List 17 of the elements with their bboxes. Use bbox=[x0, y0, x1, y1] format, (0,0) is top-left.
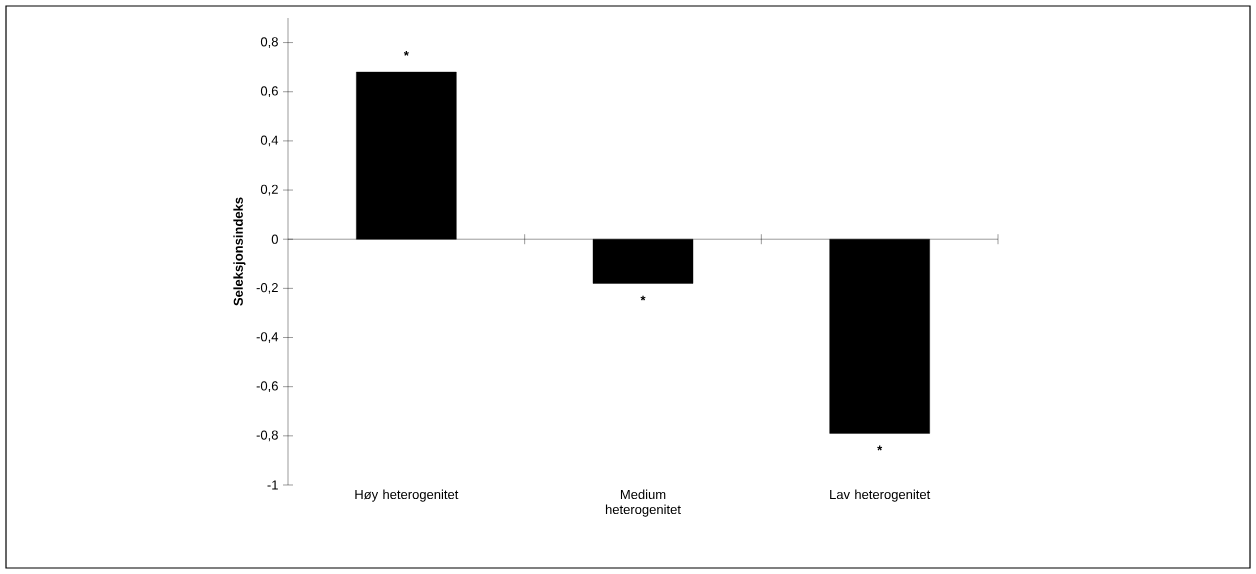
x-tick-label: Medium heterogenitet bbox=[605, 489, 681, 517]
y-tick-label: -0,8 bbox=[256, 430, 278, 442]
annotation: * bbox=[877, 445, 883, 451]
y-tick-label: 0,8 bbox=[260, 37, 278, 48]
y-tick-label: -0,2 bbox=[256, 282, 278, 294]
y-tick-label: -0,6 bbox=[256, 381, 278, 393]
y-tick-label: 0,2 bbox=[260, 184, 278, 196]
annotation: * bbox=[403, 50, 409, 56]
y-tick-label: -1 bbox=[267, 480, 278, 490]
y-tick-label: -0,4 bbox=[256, 332, 279, 343]
y-tick-label: 0,4 bbox=[260, 135, 279, 147]
x-tick-label: Lav heterogenitet bbox=[830, 489, 931, 502]
annotation: * bbox=[640, 295, 646, 301]
x-tick-label: Høy heterogenitet bbox=[355, 489, 459, 502]
y-tick-label: 0 bbox=[271, 234, 278, 244]
y-axis-title: Seleksjonsindeks bbox=[233, 197, 246, 306]
y-tick-label: 0,6 bbox=[260, 86, 278, 98]
